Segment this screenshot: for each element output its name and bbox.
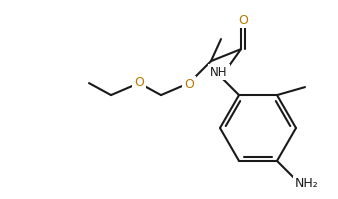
Text: NH₂: NH₂ bbox=[295, 178, 319, 190]
Text: O: O bbox=[134, 76, 144, 89]
Text: NH: NH bbox=[210, 66, 228, 79]
Text: O: O bbox=[238, 14, 248, 27]
Text: O: O bbox=[184, 78, 194, 91]
